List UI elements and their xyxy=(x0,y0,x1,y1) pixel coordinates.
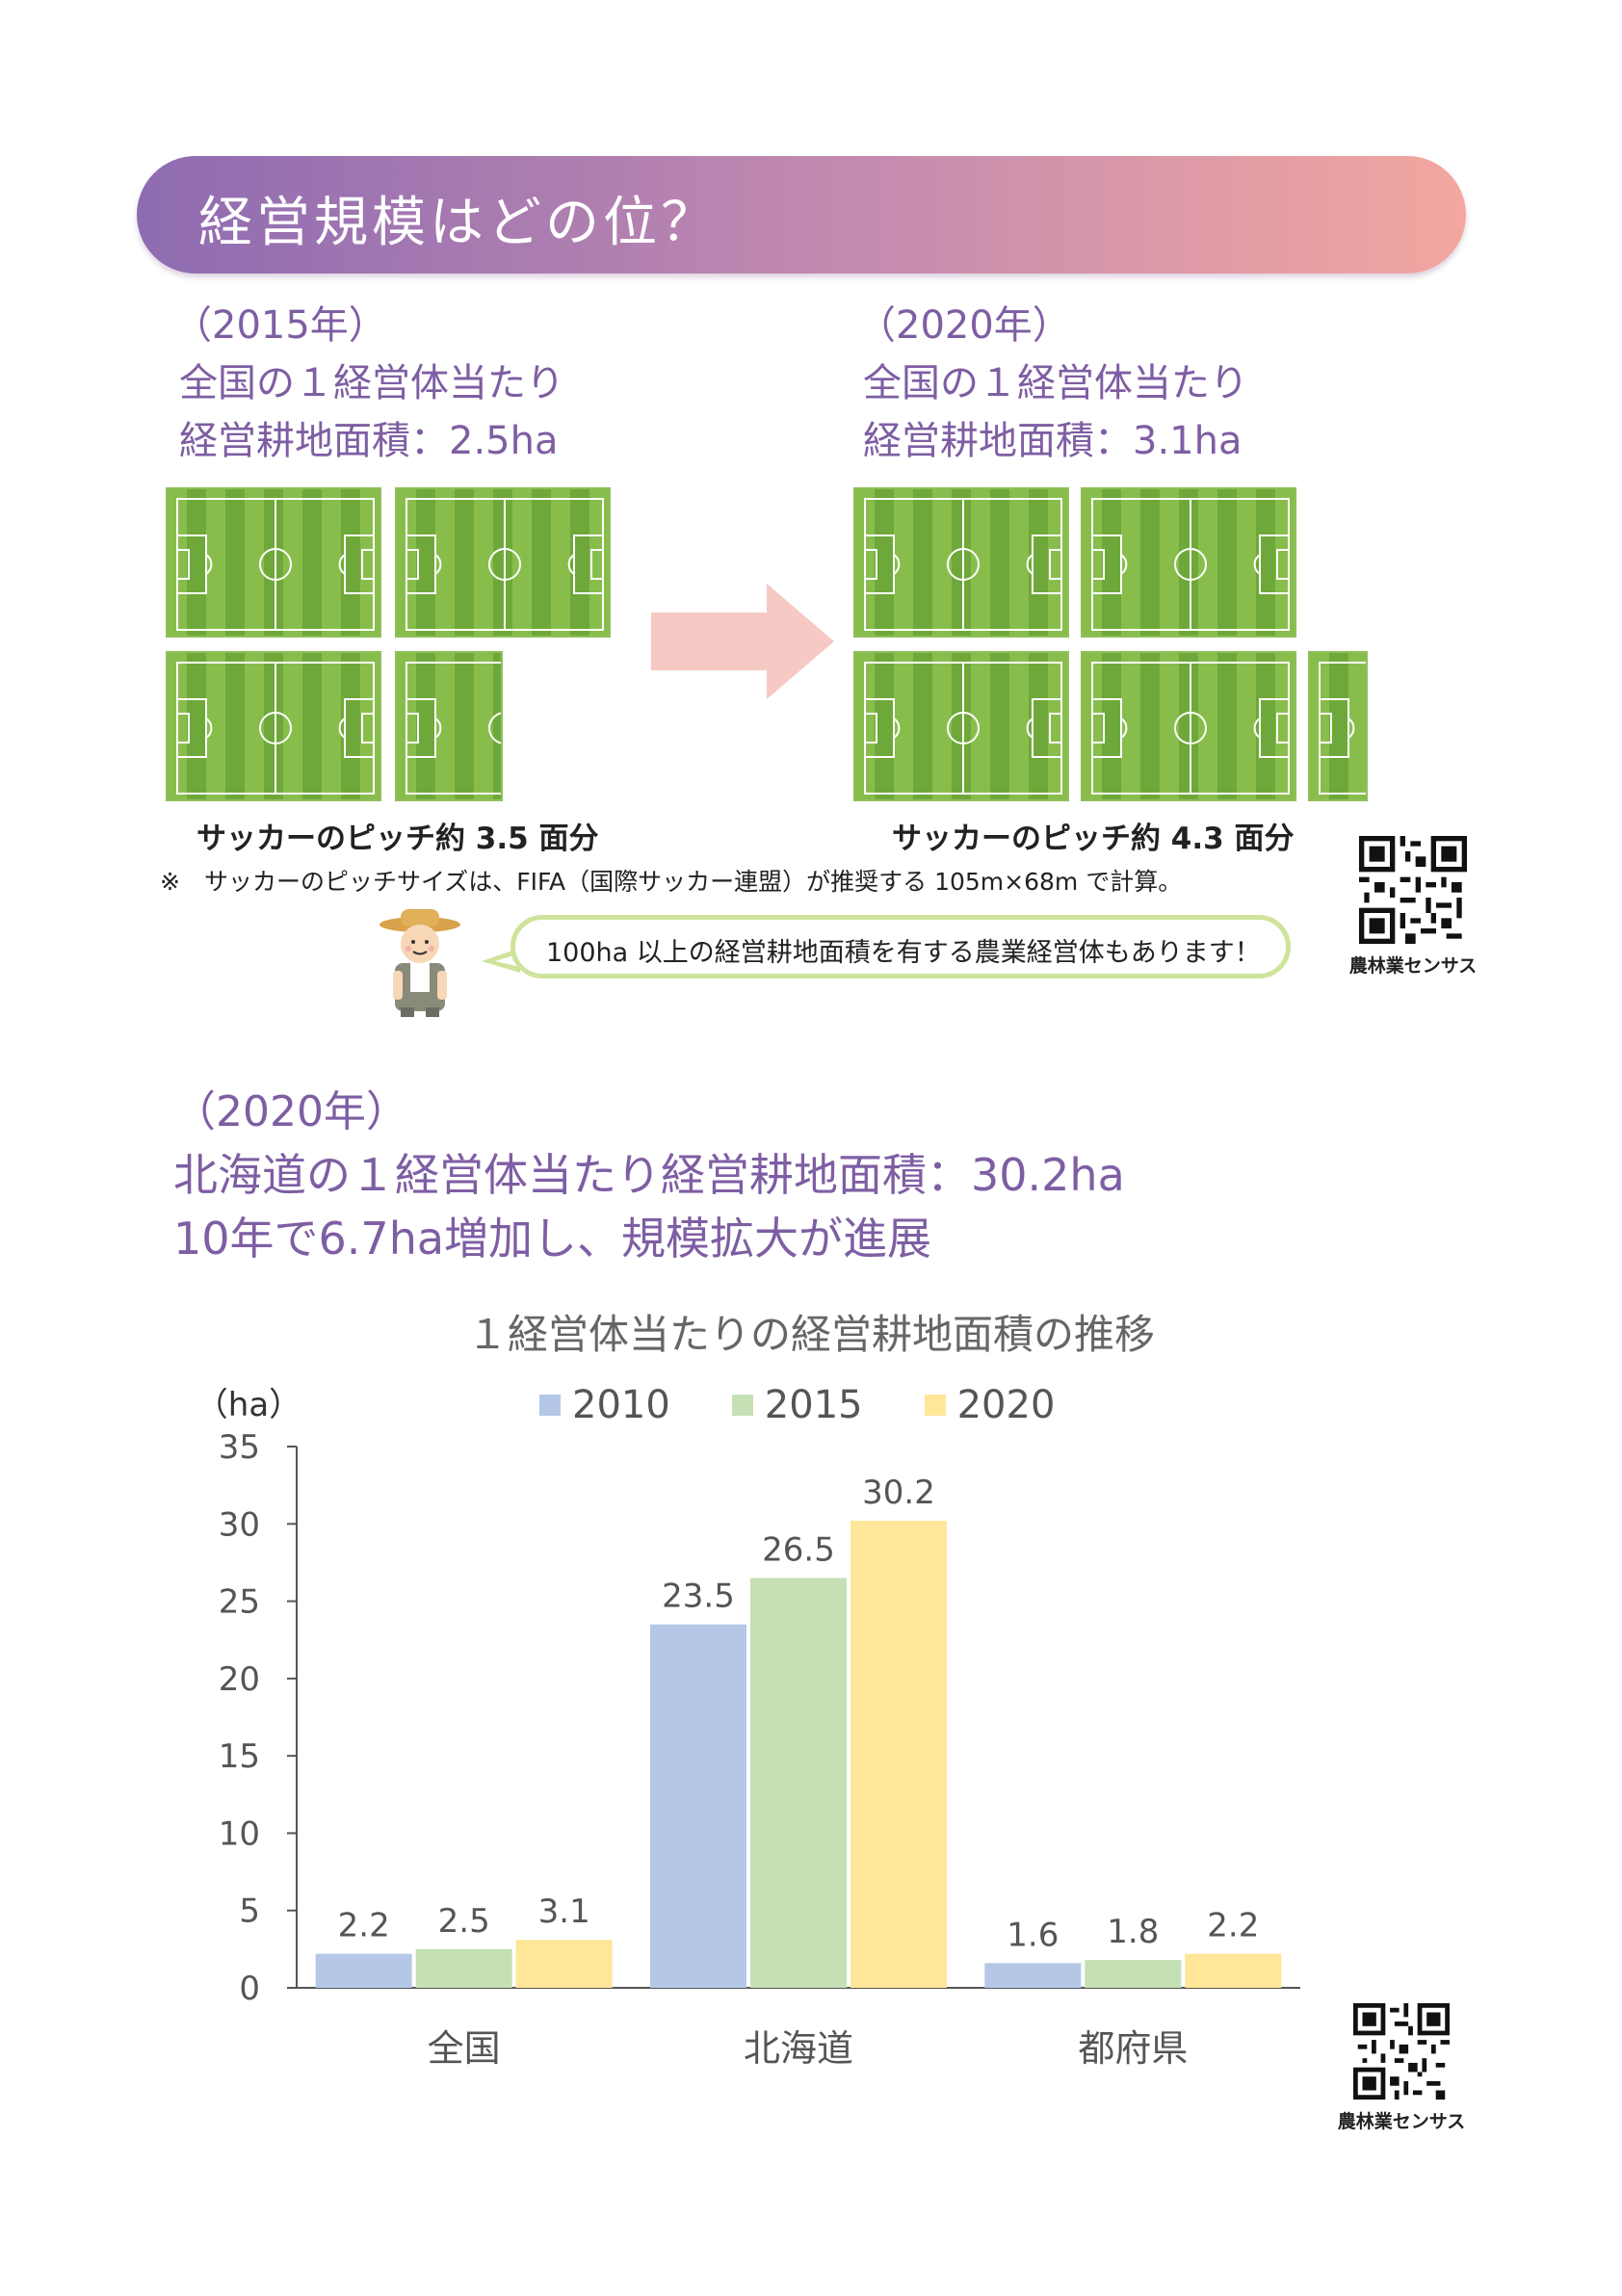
bar-2010-0 xyxy=(315,1953,412,1988)
x-tick-label: 全国 xyxy=(428,2027,501,2070)
bar-2020-1 xyxy=(850,1521,947,1988)
qr-code-top[interactable]: 農林業センサス xyxy=(1341,836,1485,978)
page-title: 経営規模はどの位？ xyxy=(198,192,719,254)
right-year: （2020年） xyxy=(857,303,1071,348)
left-year: （2015年） xyxy=(173,303,387,348)
y-tick-label: 30 xyxy=(219,1505,260,1544)
y-tick-label: 35 xyxy=(219,1428,260,1467)
pitch-left-3 xyxy=(166,651,381,801)
pitch-left-2 xyxy=(395,487,611,638)
y-tick-label: 15 xyxy=(219,1737,260,1776)
speech-text: 100ha 以上の経営耕地面積を有する農業経営体もあります！ xyxy=(546,938,1261,968)
data-label: 2.2 xyxy=(1207,1907,1259,1945)
legend-swatch-2020 xyxy=(924,1395,946,1416)
pitch-right-2 xyxy=(1081,487,1296,638)
right-line2: 経営耕地面積：3.1ha xyxy=(863,419,1243,463)
legend-label-2020: 2020 xyxy=(956,1383,1056,1427)
data-label: 1.8 xyxy=(1107,1913,1159,1951)
y-tick-label: 5 xyxy=(239,1892,260,1931)
chart-title: １経営体当たりの経営耕地面積の推移 xyxy=(466,1311,1155,1358)
header-banner: 経営規模はどの位？ xyxy=(137,156,1466,274)
pitch-right-4 xyxy=(1081,651,1296,801)
bar-2010-1 xyxy=(650,1624,746,1988)
data-label: 1.6 xyxy=(1007,1916,1059,1954)
right-pitch-caption: サッカーのピッチ約 4.3 面分 xyxy=(892,822,1295,856)
y-tick-label: 20 xyxy=(219,1660,260,1699)
farmer-icon xyxy=(379,909,460,1017)
data-label: 2.5 xyxy=(438,1902,490,1941)
hokkaido-line2: 10年で6.7ha増加し、規模拡大が進展 xyxy=(173,1213,932,1265)
speech-bubble: 100ha 以上の経営耕地面積を有する農業経営体もあります！ xyxy=(510,915,1291,978)
legend-label-2015: 2015 xyxy=(764,1383,863,1427)
chart-legend: 2010 2015 2020 xyxy=(539,1383,1055,1427)
arrow-right-icon xyxy=(651,584,834,699)
qr-label-bottom: 農林業センサス xyxy=(1337,2111,1466,2132)
pitch-left-1 xyxy=(166,487,381,638)
bar-2015-1 xyxy=(750,1578,847,1988)
y-tick-label: 0 xyxy=(239,1970,260,2008)
qr-code-icon xyxy=(1353,2003,1450,2100)
data-label: 3.1 xyxy=(538,1892,590,1931)
bar-2020-0 xyxy=(515,1940,613,1988)
legend-item-2010: 2010 xyxy=(539,1383,670,1427)
x-tick-label: 北海道 xyxy=(744,2027,853,2070)
pitch-size-note: ※ サッカーのピッチサイズは、FIFA（国際サッカー連盟）が推奨する 105m×… xyxy=(160,868,1183,896)
left-line2: 経営耕地面積：2.5ha xyxy=(179,419,559,463)
y-tick-label: 10 xyxy=(219,1814,260,1853)
legend-swatch-2015 xyxy=(731,1395,753,1416)
bar-2015-0 xyxy=(415,1948,512,1988)
pitch-right-partial xyxy=(1308,651,1368,801)
bar-2015-2 xyxy=(1085,1960,1182,1988)
pitch-left-half xyxy=(395,651,503,801)
x-tick-label: 都府県 xyxy=(1078,2027,1188,2070)
data-label: 2.2 xyxy=(338,1907,390,1945)
qr-code-bottom[interactable]: 農林業センサス xyxy=(1329,2003,1474,2133)
left-pitch-caption: サッカーのピッチ約 3.5 面分 xyxy=(196,822,599,856)
legend-item-2015: 2015 xyxy=(731,1383,863,1427)
data-label: 26.5 xyxy=(762,1530,835,1569)
hokkaido-year: （2020年） xyxy=(173,1087,408,1136)
hokkaido-line1: 北海道の１経営体当たり経営耕地面積：30.2ha xyxy=(173,1149,1125,1201)
qr-label-top: 農林業センサス xyxy=(1348,955,1478,977)
qr-code-icon xyxy=(1359,836,1467,944)
legend-swatch-2010 xyxy=(539,1395,561,1416)
y-tick-label: 25 xyxy=(219,1583,260,1622)
legend-item-2020: 2020 xyxy=(924,1383,1056,1427)
bar-2010-2 xyxy=(984,1963,1082,1988)
legend-label-2010: 2010 xyxy=(572,1383,670,1427)
left-line1: 全国の１経営体当たり xyxy=(179,361,564,405)
pitch-right-3 xyxy=(853,651,1069,801)
y-axis-label: （ha） xyxy=(196,1386,301,1424)
bar-2020-2 xyxy=(1185,1953,1282,1988)
data-label: 23.5 xyxy=(662,1578,735,1616)
pitch-right-1 xyxy=(853,487,1069,638)
data-label: 30.2 xyxy=(862,1474,935,1512)
right-line1: 全国の１経営体当たり xyxy=(863,361,1248,405)
